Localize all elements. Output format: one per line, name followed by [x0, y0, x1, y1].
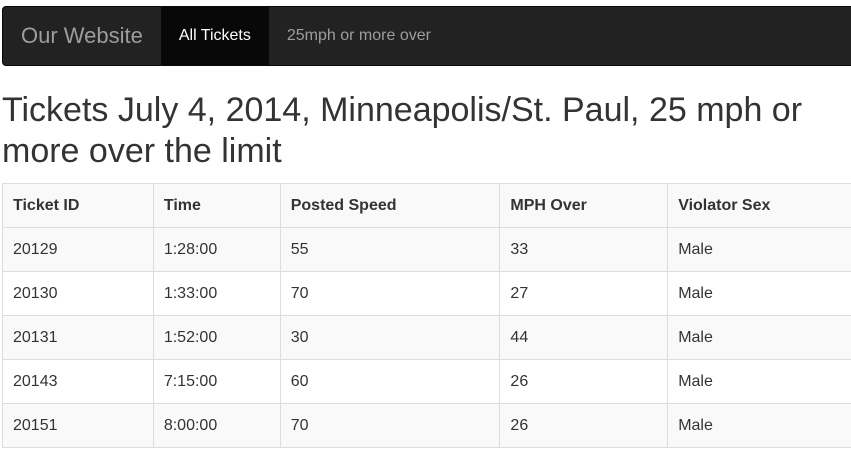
nav-item-25mph-over[interactable]: 25mph or more over [286, 27, 431, 44]
cell-posted-speed: 60 [279, 359, 501, 404]
cell-violator-sex: Male [667, 271, 851, 316]
cell-ticket-id: 20151 [2, 403, 154, 448]
cell-mph-over: 44 [499, 315, 669, 360]
column-header-violator-sex: Violator Sex [667, 183, 851, 228]
table-row: 20129 1:28:00 55 33 Male [2, 227, 851, 272]
table-row: 20130 1:33:00 70 27 Male [2, 271, 851, 316]
table-row: 20131 1:52:00 30 44 Male [2, 315, 851, 360]
table-row: 20143 7:15:00 60 26 Male [2, 359, 851, 404]
cell-ticket-id: 20130 [2, 271, 154, 316]
cell-mph-over: 27 [499, 271, 669, 316]
cell-violator-sex: Male [667, 403, 851, 448]
cell-time: 1:33:00 [152, 271, 281, 316]
cell-time: 1:52:00 [152, 315, 281, 360]
tickets-table: Ticket ID Time Posted Speed MPH Over Vio… [2, 183, 851, 448]
cell-posted-speed: 30 [279, 315, 501, 360]
cell-posted-speed: 55 [279, 227, 501, 272]
column-header-time: Time [152, 183, 281, 228]
table-body: 20129 1:28:00 55 33 Male 20130 1:33:00 7… [2, 227, 851, 448]
cell-mph-over: 26 [499, 403, 669, 448]
page-title: Tickets July 4, 2014, Minneapolis/St. Pa… [2, 91, 803, 170]
nav-item-all-tickets[interactable]: All Tickets [160, 7, 269, 65]
table-row: 20151 8:00:00 70 26 Male [2, 403, 851, 448]
cell-time: 7:15:00 [152, 359, 281, 404]
cell-ticket-id: 20131 [2, 315, 154, 360]
cell-violator-sex: Male [667, 315, 851, 360]
table-header: Ticket ID Time Posted Speed MPH Over Vio… [2, 183, 851, 228]
cell-posted-speed: 70 [279, 403, 501, 448]
cell-violator-sex: Male [667, 227, 851, 272]
brand-link[interactable]: Our Website [21, 23, 143, 48]
cell-time: 1:28:00 [152, 227, 281, 272]
cell-ticket-id: 20143 [2, 359, 154, 404]
cell-posted-speed: 70 [279, 271, 501, 316]
cell-violator-sex: Male [667, 359, 851, 404]
cell-mph-over: 26 [499, 359, 669, 404]
column-header-mph-over: MPH Over [499, 183, 669, 228]
column-header-ticket-id: Ticket ID [2, 183, 154, 228]
table-header-row: Ticket ID Time Posted Speed MPH Over Vio… [2, 183, 851, 228]
cell-time: 8:00:00 [152, 403, 281, 448]
cell-mph-over: 33 [499, 227, 669, 272]
column-header-posted-speed: Posted Speed [279, 183, 501, 228]
top-navbar: Our Website All Tickets 25mph or more ov… [2, 6, 851, 66]
cell-ticket-id: 20129 [2, 227, 154, 272]
